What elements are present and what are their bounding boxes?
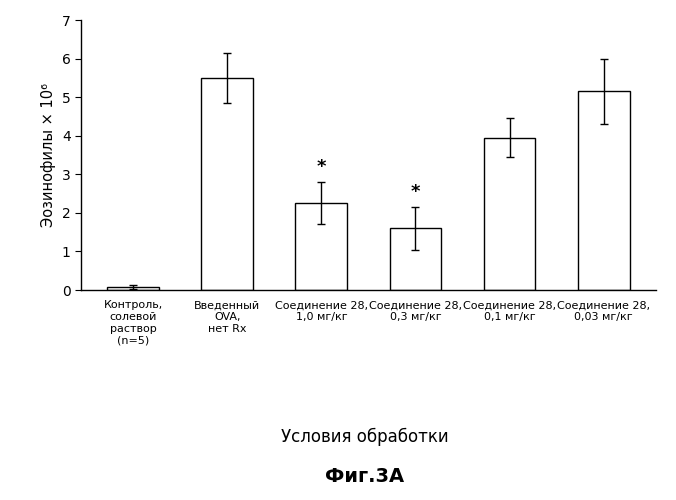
- Bar: [201, 78, 253, 290]
- Bar: [107, 287, 159, 290]
- Text: Условия обработки: Условия обработки: [281, 428, 449, 446]
- Y-axis label: Эозинофилы × 10⁶: Эозинофилы × 10⁶: [41, 83, 56, 227]
- Text: Фиг.3А: Фиг.3А: [325, 468, 405, 486]
- Bar: [484, 138, 535, 290]
- Bar: [578, 92, 629, 290]
- Text: *: *: [411, 184, 420, 202]
- Bar: [389, 228, 441, 290]
- Text: *: *: [316, 158, 326, 176]
- Bar: [295, 203, 347, 290]
